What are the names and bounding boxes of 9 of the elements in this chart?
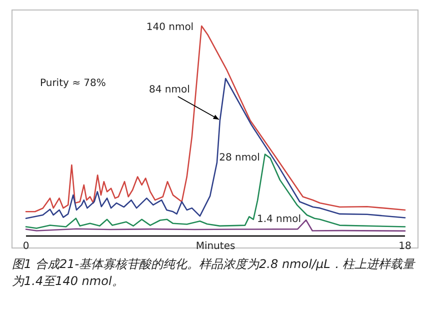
annotation: 1.4 nmol [256, 214, 302, 226]
annotation: 140 nmol [146, 22, 194, 33]
x-tick-label: 18 [398, 241, 412, 252]
x-axis-title: Minutes [196, 241, 236, 252]
caption: 图1 合成21-基体寡核苷酸的纯化。样品浓度为2.8 nmol/μL．柱上进样载量为1.4至140 nmol。 [12, 256, 416, 290]
x-tick-label: 0 [22, 241, 30, 252]
annotation: Purity ≈ 78% [40, 78, 106, 89]
annotation: 28 nmol [219, 152, 260, 164]
annotation: 84 nmol [149, 84, 190, 96]
